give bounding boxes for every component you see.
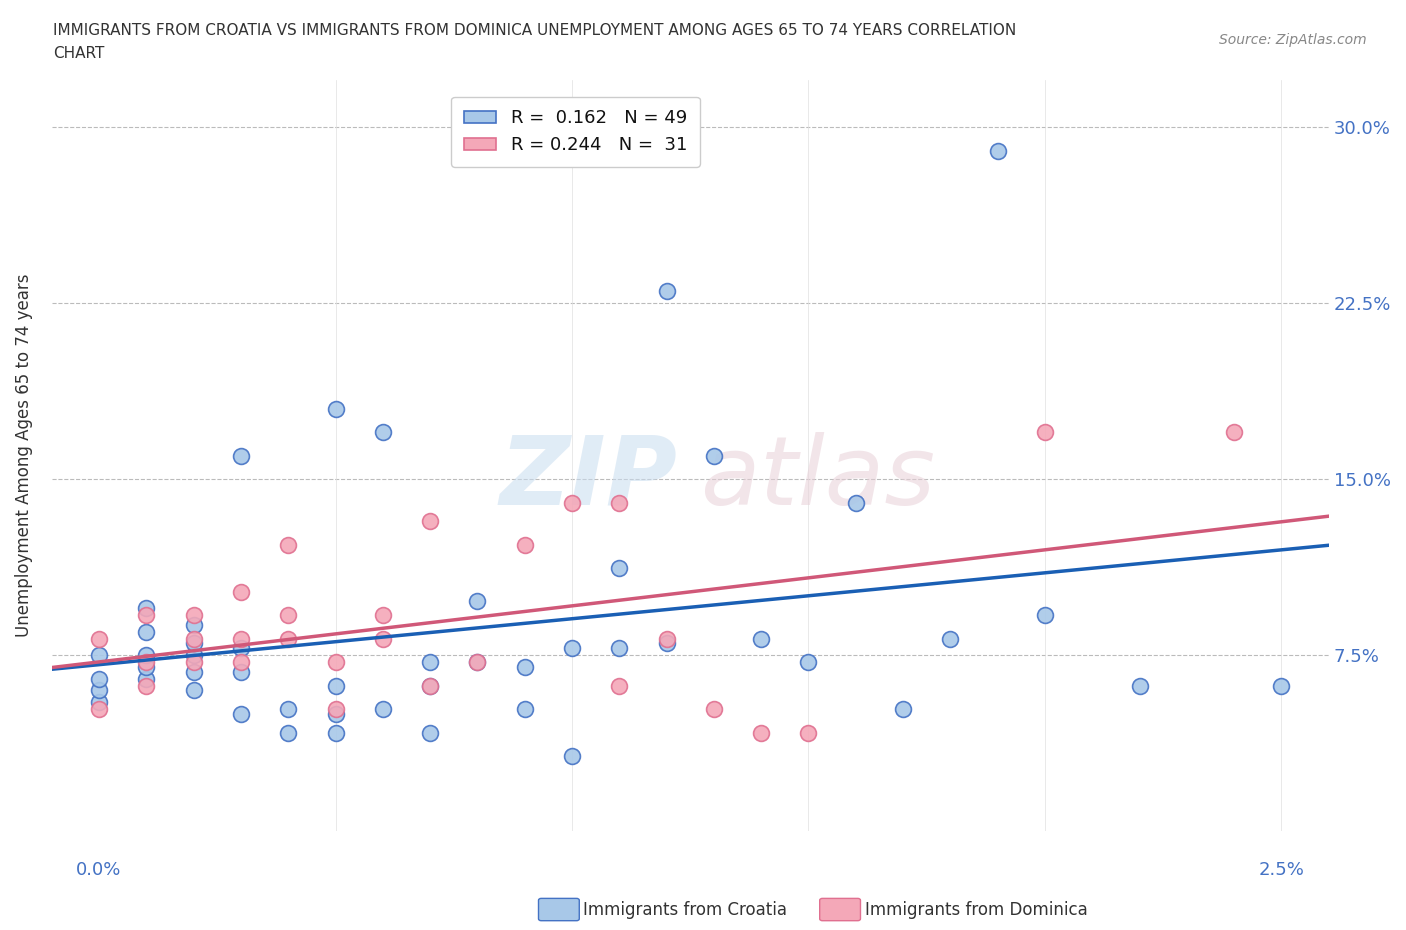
Point [135, 655, 157, 670]
Point [703, 701, 725, 716]
Point [229, 448, 252, 463]
Point [419, 678, 441, 693]
Point [891, 701, 914, 716]
Point [655, 631, 678, 646]
Point [371, 701, 394, 716]
Point [325, 678, 347, 693]
Point [467, 655, 489, 670]
Point [703, 448, 725, 463]
Point [1223, 425, 1246, 440]
Point [183, 631, 205, 646]
Point [183, 683, 205, 698]
Point [183, 618, 205, 632]
Text: 0.0%: 0.0% [76, 861, 122, 879]
Point [561, 495, 583, 510]
Point [229, 664, 252, 679]
Point [183, 647, 205, 662]
Point [607, 495, 630, 510]
Point [277, 608, 299, 623]
Point [419, 725, 441, 740]
Point [561, 749, 583, 764]
Point [135, 647, 157, 662]
Point [229, 584, 252, 599]
Point [325, 655, 347, 670]
Point [135, 671, 157, 686]
Point [655, 636, 678, 651]
Point [325, 725, 347, 740]
Point [1129, 678, 1152, 693]
Text: Immigrants from Dominica: Immigrants from Dominica [865, 900, 1087, 919]
Point [135, 659, 157, 674]
Point [467, 593, 489, 608]
Point [749, 631, 772, 646]
Text: 2.5%: 2.5% [1258, 861, 1305, 879]
Point [561, 641, 583, 656]
Point [987, 143, 1010, 158]
Point [183, 636, 205, 651]
Point [87, 695, 110, 710]
Point [135, 608, 157, 623]
Point [87, 683, 110, 698]
Point [467, 655, 489, 670]
Point [419, 678, 441, 693]
Point [277, 631, 299, 646]
Point [513, 659, 536, 674]
Point [229, 641, 252, 656]
Text: ZIP: ZIP [499, 432, 678, 525]
Point [229, 631, 252, 646]
Point [87, 701, 110, 716]
Point [1033, 425, 1056, 440]
Text: Immigrants from Croatia: Immigrants from Croatia [583, 900, 787, 919]
Text: IMMIGRANTS FROM CROATIA VS IMMIGRANTS FROM DOMINICA UNEMPLOYMENT AMONG AGES 65 T: IMMIGRANTS FROM CROATIA VS IMMIGRANTS FR… [53, 23, 1017, 38]
Point [513, 538, 536, 552]
Legend: R =  0.162   N = 49, R = 0.244   N =  31: R = 0.162 N = 49, R = 0.244 N = 31 [451, 97, 700, 167]
Point [277, 538, 299, 552]
Point [229, 707, 252, 722]
Point [183, 608, 205, 623]
Point [135, 601, 157, 616]
Point [325, 707, 347, 722]
Point [135, 624, 157, 639]
Text: CHART: CHART [53, 46, 105, 61]
Point [135, 678, 157, 693]
Point [797, 725, 820, 740]
Point [371, 608, 394, 623]
Point [939, 631, 962, 646]
Text: atlas: atlas [700, 432, 935, 525]
Point [513, 701, 536, 716]
Point [277, 701, 299, 716]
Point [797, 655, 820, 670]
Point [845, 495, 868, 510]
Point [183, 655, 205, 670]
Point [1270, 678, 1292, 693]
Point [229, 655, 252, 670]
Point [655, 284, 678, 299]
Point [607, 641, 630, 656]
Point [1033, 608, 1056, 623]
Point [325, 701, 347, 716]
Point [371, 631, 394, 646]
Point [607, 561, 630, 576]
Point [749, 725, 772, 740]
Point [277, 725, 299, 740]
Point [371, 425, 394, 440]
Y-axis label: Unemployment Among Ages 65 to 74 years: Unemployment Among Ages 65 to 74 years [15, 273, 32, 637]
Point [87, 647, 110, 662]
Point [419, 514, 441, 529]
Point [87, 671, 110, 686]
Point [87, 631, 110, 646]
Point [419, 655, 441, 670]
Point [183, 664, 205, 679]
Text: Source: ZipAtlas.com: Source: ZipAtlas.com [1219, 33, 1367, 46]
Point [607, 678, 630, 693]
Point [325, 401, 347, 416]
